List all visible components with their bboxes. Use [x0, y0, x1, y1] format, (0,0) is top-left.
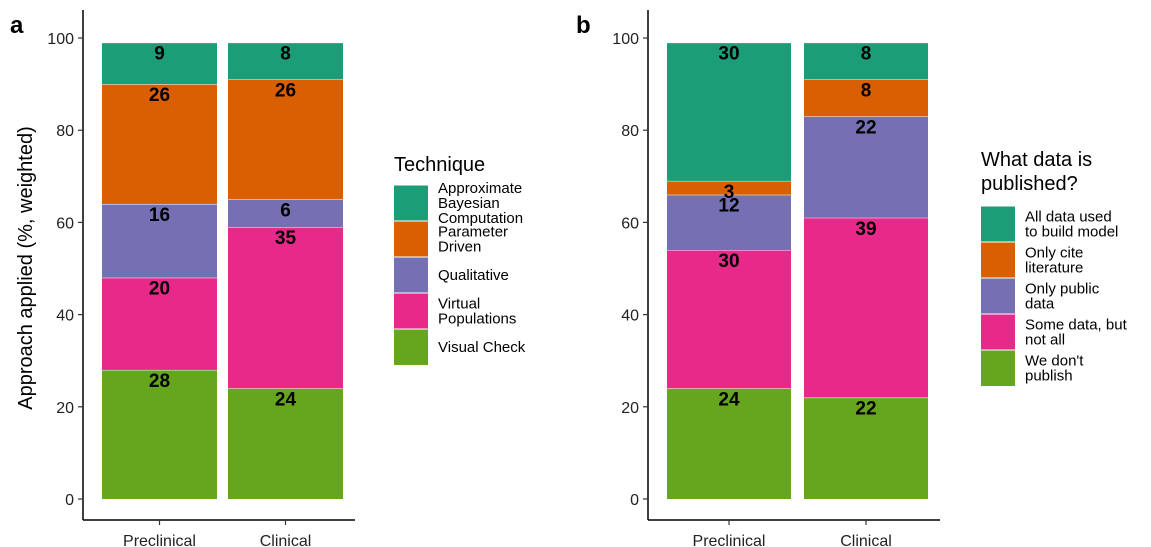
legend-key — [981, 350, 1015, 386]
data-label: 12 — [718, 196, 739, 217]
legend-key — [981, 314, 1015, 350]
bar-segment — [804, 397, 928, 499]
y-tick-label: 80 — [56, 123, 74, 140]
legend-label: Qualitative — [438, 267, 509, 284]
legend-label: Only cite literature — [1025, 245, 1083, 277]
legend-label: All data used to build model — [1025, 209, 1118, 241]
bar-segment — [804, 79, 928, 117]
legend-key — [394, 329, 428, 365]
legend-key — [394, 185, 428, 221]
data-label: 8 — [861, 80, 872, 101]
bar-segment — [667, 388, 791, 499]
bar-segment — [228, 199, 343, 228]
legend-label: Only public data — [1025, 281, 1100, 313]
y-tick-label: 100 — [612, 31, 639, 48]
data-label: 6 — [280, 200, 291, 221]
legend-key — [394, 257, 428, 293]
legend-title: published? — [981, 173, 1078, 195]
bar-segment — [102, 369, 217, 499]
data-label: 8 — [280, 44, 291, 65]
legend-key — [394, 221, 428, 257]
panel-letter-b: b — [576, 12, 591, 39]
data-label: 22 — [855, 399, 876, 420]
panel-a: a Approach applied (%, weighted) 0 20 40 60… — [10, 10, 526, 547]
legend-label: We don't publish — [1025, 353, 1084, 385]
bar-segment — [667, 194, 791, 251]
data-label: 20 — [149, 279, 170, 300]
bar-segment — [228, 42, 343, 80]
y-tick-label: 20 — [621, 400, 639, 417]
y-tick-label: 60 — [56, 215, 74, 232]
bar-segment — [667, 42, 791, 181]
y-tick-label: 0 — [630, 492, 639, 509]
data-label: 22 — [855, 117, 876, 138]
plot-area-b: 0 20 40 60 80 100 24 30 123 30 Preclinical 22 39 22 8 8… — [612, 10, 940, 547]
data-label: 8 — [861, 44, 872, 65]
bar-segment — [102, 84, 217, 204]
data-label: 30 — [718, 44, 739, 65]
legend-label: Approximate Bayesian Computation — [438, 180, 523, 227]
legend-label: Some data, but not all — [1025, 317, 1128, 349]
data-label: 28 — [149, 371, 170, 392]
data-label: 9 — [154, 44, 165, 65]
data-label: 35 — [275, 228, 297, 249]
data-label: 24 — [275, 389, 297, 410]
bar-segment — [804, 217, 928, 398]
x-tick-label: Clinical — [840, 533, 892, 547]
bar-segment — [102, 277, 217, 370]
data-label: 3 — [724, 182, 735, 203]
data-label: 26 — [149, 85, 170, 106]
data-label: 16 — [149, 205, 170, 226]
legend-key — [981, 206, 1015, 242]
x-tick-label: Preclinical — [693, 533, 766, 547]
legend-key — [981, 242, 1015, 278]
legend-label: Virtual Populations — [438, 296, 516, 328]
bar-segment — [228, 227, 343, 389]
y-tick-label: 80 — [621, 123, 639, 140]
x-tick-label: Clinical — [260, 533, 312, 547]
y-tick-label: 60 — [621, 215, 639, 232]
x-tick-label: Preclinical — [123, 533, 196, 547]
legend-label: Parameter Driven — [438, 224, 508, 256]
legend-a: Technique Approximate Bayesian ComputationP… — [394, 154, 526, 365]
y-tick-label: 0 — [65, 492, 74, 509]
bar-segment — [804, 116, 928, 218]
legend-key — [981, 278, 1015, 314]
y-tick-label: 100 — [47, 31, 74, 48]
legend-label: Visual Check — [438, 339, 526, 356]
plot-area-a: 0 20 40 60 80 100 28 20 16 26 9 Preclinical 24 35 6 26 8… — [47, 10, 355, 547]
panel-b: b 0 20 40 60 80 100 24 30 123 30 Preclinical 22 39 22… — [576, 10, 1128, 547]
bar-segment — [228, 388, 343, 499]
bar-segment — [102, 203, 217, 278]
legend-title: Technique — [394, 154, 485, 176]
panel-letter-a: a — [10, 12, 24, 39]
bar-segment — [667, 180, 791, 195]
bar-segment — [228, 79, 343, 200]
legend-title: What data is — [981, 149, 1092, 171]
data-label: 26 — [275, 80, 296, 101]
bar-segment — [667, 250, 791, 389]
y-tick-label: 40 — [56, 308, 74, 325]
bar-segment — [804, 42, 928, 80]
data-label: 24 — [718, 389, 740, 410]
bar-segment — [102, 42, 217, 85]
y-tick-label: 40 — [621, 308, 639, 325]
y-tick-label: 20 — [56, 400, 74, 417]
y-axis-label: Approach applied (%, weighted) — [15, 126, 37, 410]
data-label: 30 — [718, 251, 739, 272]
legend-key — [394, 293, 428, 329]
data-label: 39 — [855, 219, 876, 240]
